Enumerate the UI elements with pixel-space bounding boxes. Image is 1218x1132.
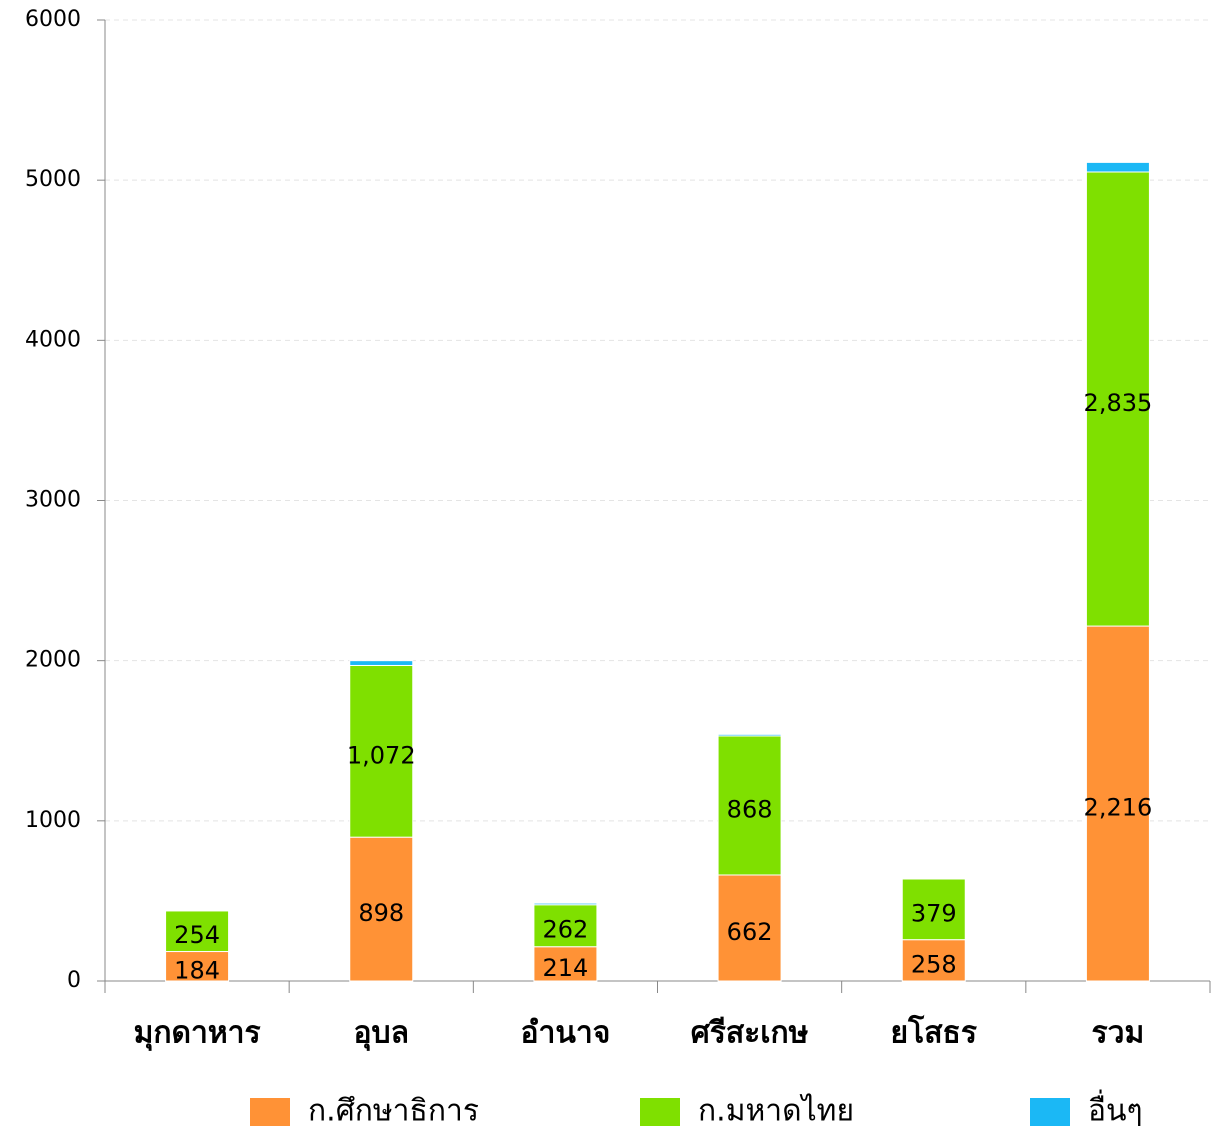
x-tick-label: ยโสธร	[891, 1014, 977, 1051]
x-tick-label: อำนาจ	[521, 1016, 611, 1051]
data-label: 254	[174, 921, 220, 949]
legend-swatch	[1030, 1098, 1070, 1126]
legend-label: อื่นๆ	[1088, 1090, 1143, 1129]
bar-segment	[717, 733, 782, 737]
bar-segment	[533, 904, 598, 948]
y-tick-label: 4000	[25, 327, 81, 352]
legend-label: ก.ศึกษาธิการ	[308, 1094, 479, 1129]
bar-segment	[1085, 161, 1150, 173]
y-tick-label: 6000	[25, 7, 81, 32]
data-label: 2,835	[1084, 389, 1153, 417]
x-tick-label: อุบล	[354, 1016, 409, 1052]
data-label: 662	[727, 918, 773, 946]
bar-segment	[1085, 625, 1150, 982]
data-label: 379	[911, 899, 957, 927]
legend-label: ก.มหาดไทย	[698, 1093, 854, 1129]
y-tick-label: 1000	[25, 808, 81, 833]
legend-swatch	[250, 1098, 290, 1126]
data-label: 214	[543, 954, 589, 982]
y-tick-label: 5000	[25, 167, 81, 192]
x-tick-label: รวม	[1092, 1016, 1145, 1051]
bar-segment	[349, 660, 414, 666]
bar-segment	[349, 836, 414, 982]
data-label: 184	[174, 956, 220, 984]
y-tick-label: 3000	[25, 488, 81, 513]
bar-segment	[901, 939, 966, 982]
data-label: 2,216	[1084, 794, 1153, 822]
bar-segment	[717, 874, 782, 982]
data-label: 262	[543, 916, 589, 944]
data-label: 1,072	[347, 741, 416, 769]
bar-segment	[533, 902, 598, 906]
bar-segment	[533, 946, 598, 982]
bar-segment	[165, 909, 230, 912]
data-label: 868	[727, 795, 773, 823]
y-tick-label: 0	[67, 968, 81, 993]
data-label: 258	[911, 950, 957, 978]
bar-segment	[901, 877, 966, 880]
bar-segment	[165, 951, 230, 982]
data-label: 898	[358, 899, 404, 927]
x-tick-label: มุกดาหาร	[134, 1016, 261, 1052]
y-tick-label: 2000	[25, 648, 81, 673]
legend-swatch	[640, 1098, 680, 1126]
bar-segment	[1085, 171, 1150, 627]
x-tick-label: ศรีสะเกษ	[691, 1016, 809, 1051]
